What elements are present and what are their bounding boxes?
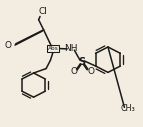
Text: NH: NH xyxy=(64,44,78,53)
Text: S: S xyxy=(79,57,86,67)
Text: O: O xyxy=(87,67,94,76)
Text: Abs: Abs xyxy=(48,46,59,51)
Text: Cl: Cl xyxy=(38,7,47,16)
Text: O: O xyxy=(70,67,77,76)
Text: CH₃: CH₃ xyxy=(121,104,135,113)
FancyBboxPatch shape xyxy=(47,45,59,52)
Text: O: O xyxy=(4,41,11,50)
